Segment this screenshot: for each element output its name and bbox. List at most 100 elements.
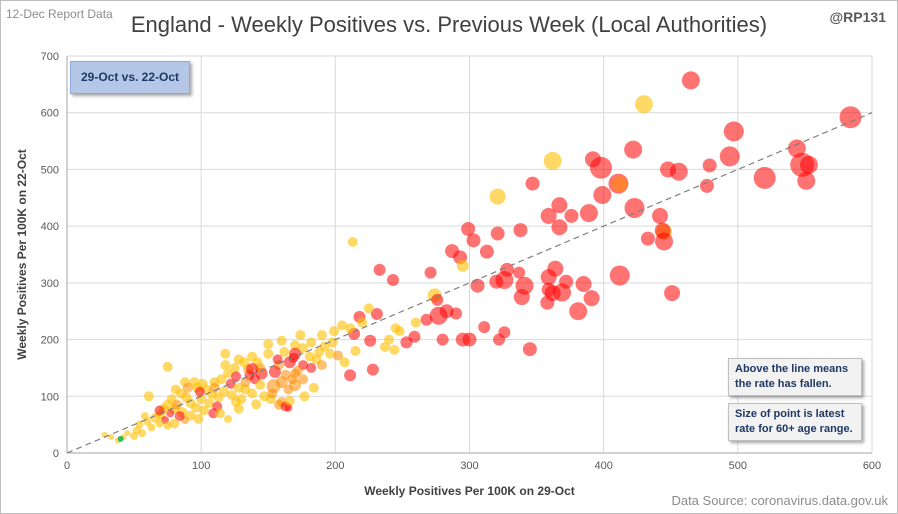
data-point bbox=[108, 434, 115, 441]
data-point bbox=[466, 233, 481, 248]
data-point bbox=[655, 232, 674, 251]
data-point bbox=[223, 368, 233, 379]
x-tick-label: 400 bbox=[594, 460, 612, 472]
data-point bbox=[640, 231, 655, 246]
data-point bbox=[225, 378, 236, 389]
data-point bbox=[163, 421, 172, 430]
data-point bbox=[231, 371, 242, 382]
y-tick-label: 0 bbox=[53, 448, 59, 460]
y-axis-label: Weekly Positives Per 100K on 22-Oct bbox=[15, 149, 29, 360]
data-point bbox=[390, 323, 401, 334]
data-point bbox=[589, 156, 612, 179]
data-point bbox=[272, 354, 283, 365]
data-point bbox=[268, 365, 281, 378]
data-point bbox=[316, 360, 327, 371]
x-tick-label: 200 bbox=[326, 460, 344, 472]
data-point bbox=[681, 71, 700, 90]
data-point bbox=[652, 207, 669, 224]
data-point bbox=[540, 207, 557, 224]
data-point bbox=[513, 223, 528, 238]
x-tick-label: 500 bbox=[729, 460, 747, 472]
data-point bbox=[209, 382, 220, 393]
data-point bbox=[308, 382, 319, 393]
data-point bbox=[551, 219, 568, 236]
data-point bbox=[333, 350, 344, 361]
data-point bbox=[410, 317, 421, 328]
data-point bbox=[170, 384, 181, 395]
data-point bbox=[624, 140, 643, 159]
data-point bbox=[328, 326, 339, 337]
data-point bbox=[350, 345, 361, 356]
data-point bbox=[723, 121, 744, 142]
period-label: 29-Oct vs. 22-Oct bbox=[70, 61, 190, 94]
data-point bbox=[255, 379, 266, 390]
data-point bbox=[263, 339, 274, 350]
data-point bbox=[298, 343, 309, 354]
data-point bbox=[306, 362, 317, 373]
data-point bbox=[429, 306, 448, 325]
data-point bbox=[455, 332, 470, 347]
data-point bbox=[583, 290, 600, 307]
data-point bbox=[479, 244, 494, 259]
data-point bbox=[290, 368, 301, 379]
data-point bbox=[220, 360, 231, 371]
data-point bbox=[143, 391, 154, 402]
data-point bbox=[233, 354, 244, 365]
data-point bbox=[337, 320, 348, 331]
data-point bbox=[389, 344, 400, 355]
data-point bbox=[579, 204, 598, 223]
data-point bbox=[461, 221, 476, 236]
data-point bbox=[431, 293, 444, 306]
data-point bbox=[174, 411, 185, 422]
data-point bbox=[117, 435, 124, 442]
data-point bbox=[543, 151, 562, 170]
data-point bbox=[220, 348, 231, 359]
data-point bbox=[564, 208, 579, 223]
data-point bbox=[797, 171, 816, 190]
data-point bbox=[384, 334, 394, 345]
y-tick-label: 200 bbox=[41, 335, 59, 347]
data-point bbox=[138, 429, 147, 438]
data-point bbox=[379, 341, 390, 352]
data-point bbox=[593, 185, 612, 204]
data-point bbox=[364, 334, 377, 347]
data-point bbox=[289, 378, 302, 391]
note-line-meaning: Above the line means the rate has fallen… bbox=[728, 358, 862, 396]
data-point bbox=[316, 330, 327, 341]
data-point bbox=[251, 399, 262, 410]
data-point bbox=[169, 418, 180, 429]
data-point bbox=[456, 259, 469, 272]
y-tick-label: 600 bbox=[41, 108, 59, 120]
data-point bbox=[489, 188, 506, 205]
data-point bbox=[196, 394, 207, 405]
data-point bbox=[189, 377, 200, 388]
chart-title: England - Weekly Positives vs. Previous … bbox=[130, 12, 768, 37]
data-point bbox=[357, 317, 368, 328]
data-point bbox=[525, 176, 540, 191]
note-point-size: Size of point is latest rate for 60+ age… bbox=[728, 403, 862, 441]
x-tick-labels: 0 100 200 300 400 500 600 bbox=[64, 460, 881, 472]
data-point bbox=[155, 419, 164, 428]
data-point bbox=[436, 333, 449, 346]
data-point bbox=[634, 95, 653, 114]
data-point bbox=[166, 409, 175, 418]
data-point bbox=[420, 313, 433, 326]
data-point bbox=[551, 197, 568, 214]
data-point bbox=[124, 430, 131, 437]
data-point bbox=[575, 275, 592, 292]
x-tick-label: 600 bbox=[863, 460, 881, 472]
data-point bbox=[370, 308, 383, 321]
data-point bbox=[609, 265, 630, 286]
y-tick-label: 300 bbox=[41, 278, 59, 290]
data-point bbox=[513, 289, 530, 306]
data-point bbox=[231, 396, 242, 407]
data-point bbox=[339, 357, 350, 368]
data-point bbox=[289, 347, 302, 360]
data-point bbox=[347, 237, 358, 248]
data-point bbox=[147, 423, 156, 432]
data-point bbox=[424, 266, 437, 279]
data-point bbox=[366, 363, 379, 376]
data-point bbox=[247, 388, 258, 399]
data-point bbox=[387, 274, 400, 287]
